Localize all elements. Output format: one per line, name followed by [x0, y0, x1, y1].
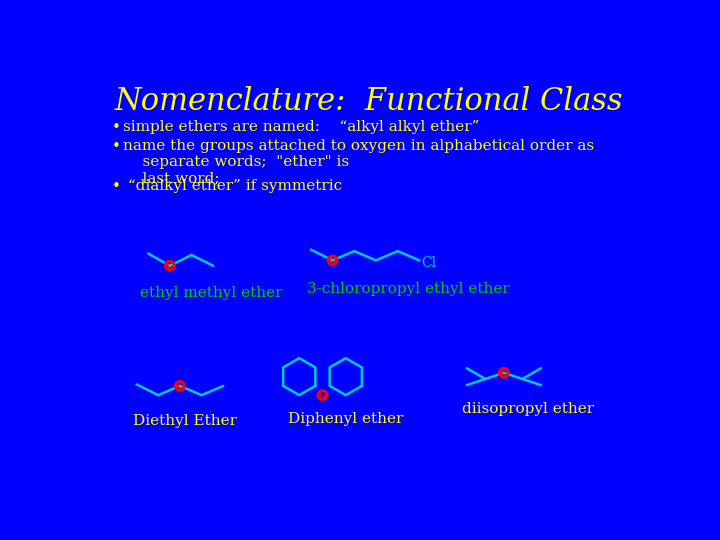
Text: O: O	[499, 368, 508, 378]
Text: •: •	[112, 139, 120, 154]
Text: Diethyl Ether: Diethyl Ether	[132, 414, 237, 428]
Text: Diphenyl ether: Diphenyl ether	[287, 412, 403, 426]
Text: O: O	[175, 381, 184, 391]
Text: ethyl methyl ether: ethyl methyl ether	[140, 286, 283, 300]
Text: Cl: Cl	[421, 256, 436, 270]
Text: O: O	[328, 255, 337, 265]
Text: O: O	[165, 261, 174, 271]
Text: simple ethers are named:    “alkyl alkyl ether”: simple ethers are named: “alkyl alkyl et…	[122, 120, 479, 134]
Text: “dialkyl ether” if symmetric: “dialkyl ether” if symmetric	[122, 179, 342, 193]
Text: •: •	[112, 120, 120, 135]
Text: Nomenclature:  Functional Class: Nomenclature: Functional Class	[114, 86, 624, 117]
Text: O: O	[318, 390, 327, 400]
Text: 3-chloropropyl ethyl ether: 3-chloropropyl ethyl ether	[307, 282, 510, 296]
Text: name the groups attached to oxygen in alphabetical order as
    separate words; : name the groups attached to oxygen in al…	[122, 139, 594, 185]
Text: diisopropyl ether: diisopropyl ether	[462, 402, 594, 416]
Text: •: •	[112, 179, 120, 194]
